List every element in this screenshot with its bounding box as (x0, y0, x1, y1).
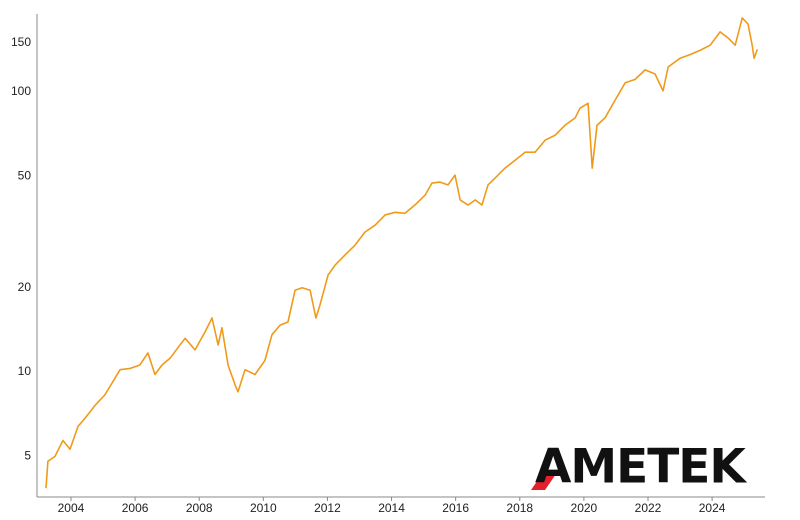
y-tick-label: 10 (18, 364, 32, 378)
x-tick-label: 2014 (378, 501, 405, 515)
price-line (45, 17, 759, 489)
x-tick-label: 2020 (571, 501, 598, 515)
y-tick-label: 5 (24, 449, 31, 463)
x-tick-label: 2018 (506, 501, 533, 515)
x-tick-label: 2008 (186, 501, 213, 515)
x-tick-label: 2016 (442, 501, 469, 515)
x-tick-label: 2012 (314, 501, 341, 515)
x-tick-label: 2024 (699, 501, 726, 515)
logo: AMETEK (535, 440, 747, 495)
y-tick-label: 50 (18, 169, 32, 183)
x-tick-label: 2004 (58, 501, 85, 515)
y-tick-label: 100 (11, 84, 31, 98)
x-tick-label: 2006 (122, 501, 149, 515)
y-tick-label: 150 (11, 35, 31, 49)
x-tick-label: 2022 (635, 501, 662, 515)
y-tick-label: 20 (18, 280, 32, 294)
x-tick-label: 2010 (250, 501, 277, 515)
logo-accent (531, 474, 556, 490)
